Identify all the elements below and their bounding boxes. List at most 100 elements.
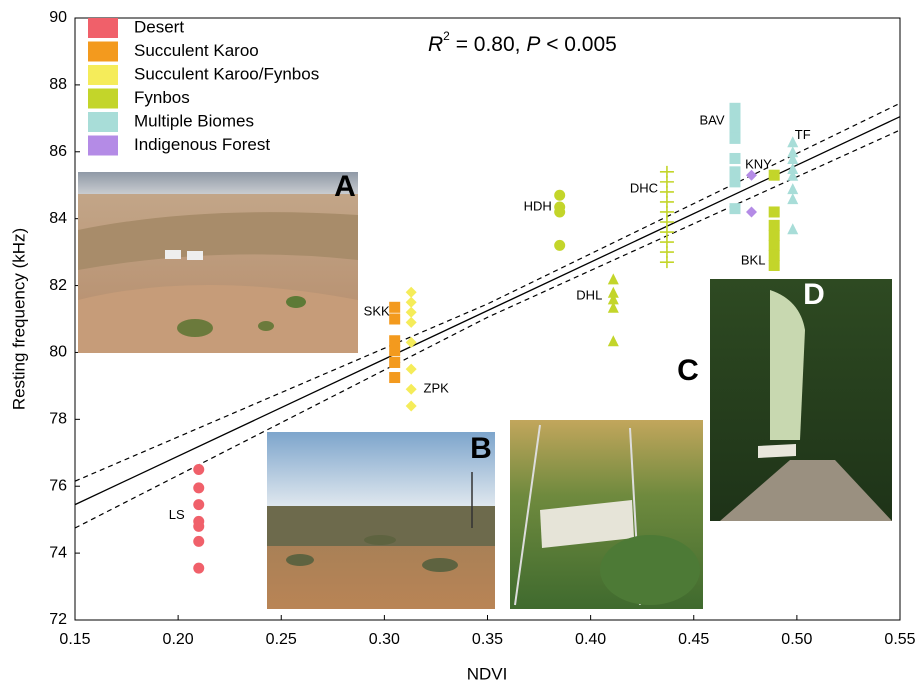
photos: A B C D: [78, 170, 892, 609]
site-label: LS: [169, 507, 185, 522]
point: [659, 175, 674, 188]
point: [787, 163, 799, 174]
point: [729, 166, 741, 178]
point: [659, 226, 674, 239]
annotation-part: P: [526, 33, 540, 56]
point: [405, 306, 417, 318]
point: [729, 122, 741, 134]
point: [659, 256, 674, 269]
point: [768, 259, 780, 271]
point: [729, 152, 741, 164]
y-tick-label: 76: [49, 477, 67, 494]
point: [729, 102, 741, 114]
point: [193, 535, 205, 547]
x-tick-label: 0.55: [884, 631, 915, 648]
point: [659, 216, 674, 229]
point: [659, 205, 674, 218]
point: [659, 236, 674, 249]
legend-swatch: [88, 135, 118, 156]
point: [193, 482, 205, 494]
x-tick-label: 0.15: [59, 631, 90, 648]
point: [554, 206, 566, 218]
point: [787, 146, 799, 158]
site-label: ZPK: [424, 381, 450, 396]
point: [729, 203, 741, 215]
photo-c: C: [510, 354, 703, 609]
x-tick-label: 0.25: [266, 631, 297, 648]
point: [787, 169, 799, 181]
point: [729, 132, 741, 144]
point: [746, 169, 757, 181]
point: [659, 246, 674, 259]
photo-b: B: [267, 432, 495, 609]
point: [389, 356, 401, 368]
point: [768, 229, 780, 241]
point: [659, 185, 674, 198]
site-label: KNY: [745, 157, 772, 172]
annotation-part: R: [428, 33, 443, 56]
legend-swatch: [88, 65, 118, 85]
point: [607, 293, 619, 305]
x-tick-label: 0.40: [575, 631, 606, 648]
point: [787, 136, 799, 148]
point: [554, 239, 566, 251]
x-tick-label: 0.30: [369, 631, 400, 648]
y-tick-label: 88: [49, 76, 67, 93]
x-tick-label: 0.50: [781, 631, 812, 648]
site-label: BAV: [699, 113, 724, 128]
x-tick-label: 0.35: [472, 631, 503, 648]
point: [389, 301, 401, 313]
point: [405, 296, 417, 308]
point: [746, 206, 757, 218]
point: [389, 372, 401, 384]
fit-line: [75, 116, 900, 506]
legend-swatch: [88, 41, 118, 62]
photo-letter: C: [677, 354, 699, 387]
photo-a: A: [78, 170, 358, 353]
point: [405, 383, 417, 395]
legend-label: Multiple Biomes: [134, 111, 254, 130]
annotation: R2 = 0.80, P < 0.005: [428, 29, 617, 55]
y-tick-label: 80: [49, 344, 67, 361]
point: [787, 193, 799, 205]
point: [193, 499, 205, 511]
y-tick-label: 90: [49, 9, 67, 26]
legend-swatch: [88, 88, 118, 109]
photo-letter: A: [334, 170, 356, 203]
y-tick-label: 74: [49, 544, 67, 561]
legend-label: Desert: [134, 17, 184, 36]
point: [607, 286, 619, 298]
photo-letter: D: [803, 278, 825, 311]
legend-label: Indigenous Forest: [134, 135, 270, 154]
y-tick-label: 84: [49, 210, 67, 227]
point: [768, 239, 780, 251]
legend-label: Succulent Karoo: [134, 41, 259, 60]
point: [787, 223, 799, 235]
y-tick-label: 78: [49, 411, 67, 428]
photo-d: D: [710, 278, 892, 521]
site-label: TF: [795, 127, 811, 142]
point: [659, 195, 674, 208]
photo-letter: B: [470, 432, 492, 465]
point: [787, 183, 799, 195]
point: [729, 176, 741, 188]
point: [193, 464, 205, 475]
x-axis-title: NDVI: [467, 664, 508, 683]
confidence-band: [75, 129, 900, 529]
y-axis-title: Resting frequency (kHz): [9, 228, 28, 410]
annotation-part: = 0.80,: [450, 33, 526, 56]
point: [389, 313, 401, 325]
y-tick-label: 86: [49, 143, 67, 160]
point: [554, 189, 566, 201]
site-label: SKK: [364, 304, 390, 319]
x-tick-label: 0.45: [678, 631, 709, 648]
x-tick-label: 0.20: [163, 631, 194, 648]
point: [389, 345, 401, 357]
point: [768, 206, 780, 218]
point: [607, 301, 619, 313]
point: [659, 165, 674, 178]
point: [768, 169, 780, 181]
point: [405, 316, 417, 328]
site-label: HDH: [524, 199, 552, 214]
